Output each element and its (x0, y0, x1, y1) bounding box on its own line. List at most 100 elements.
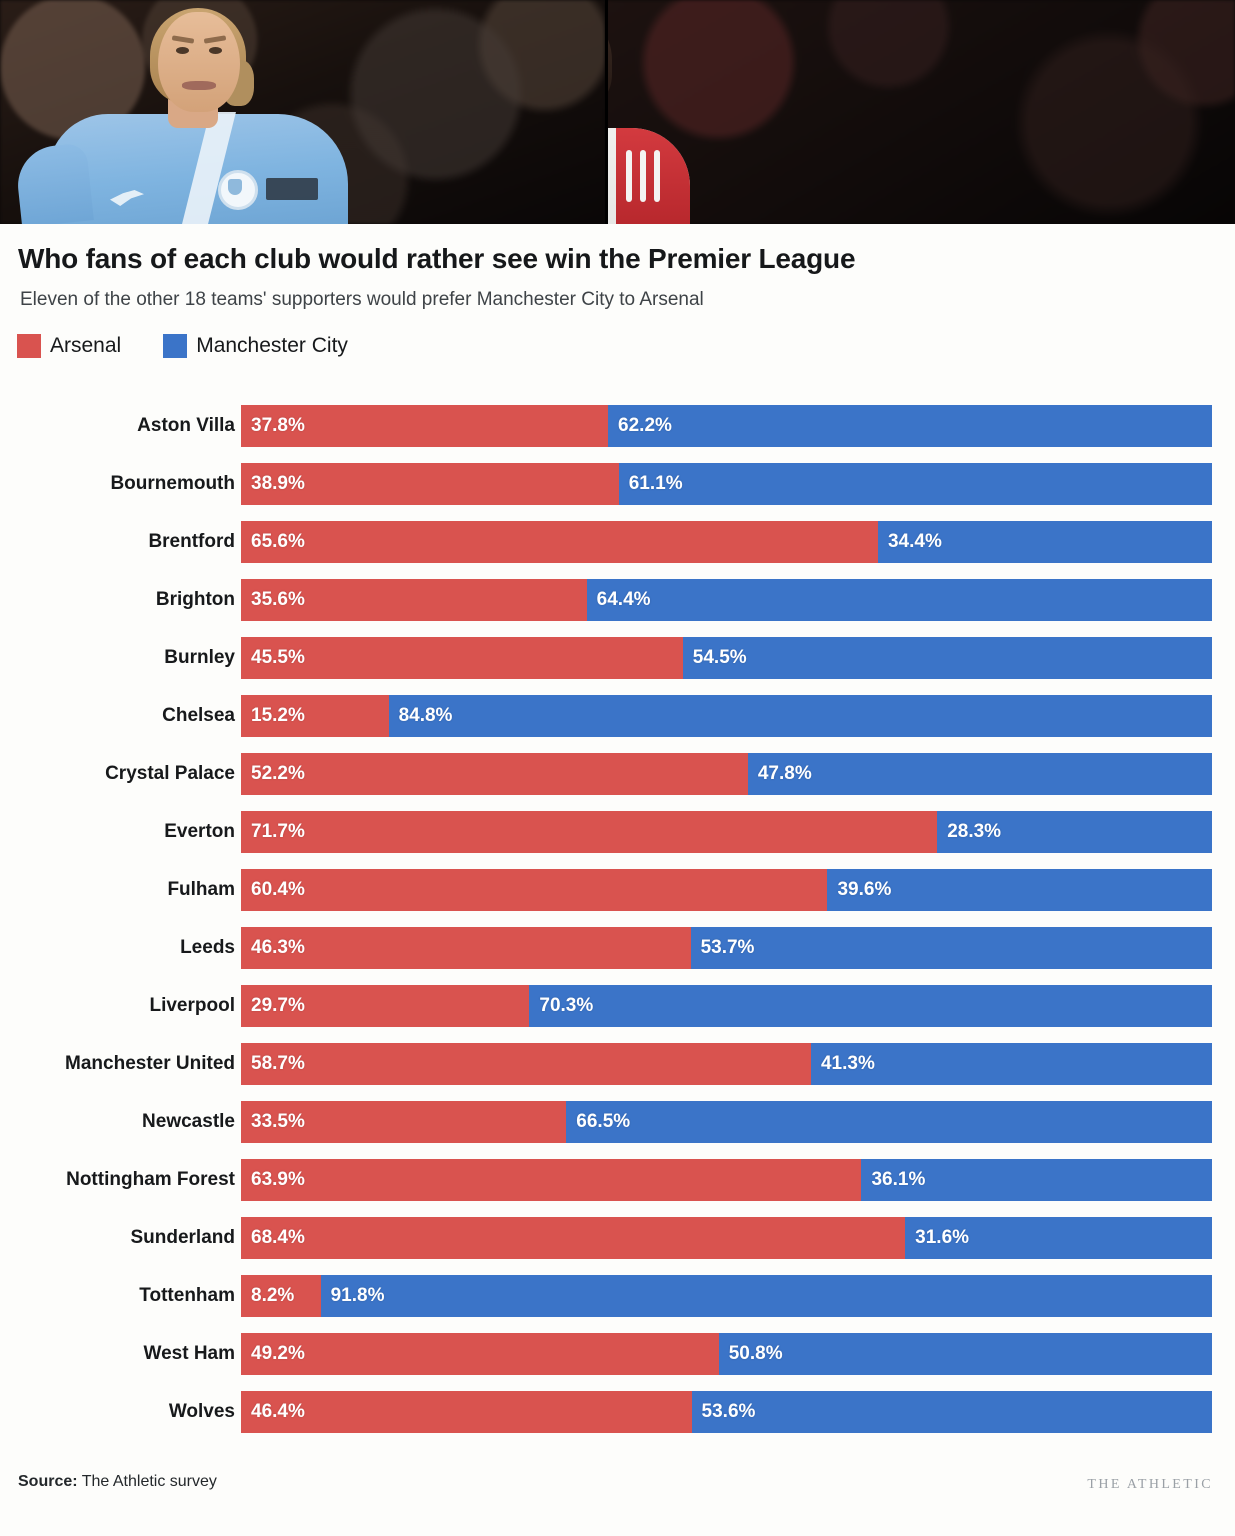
stacked-bar: 46.3% 53.7% (241, 927, 1212, 969)
source-prefix: Source: (18, 1473, 78, 1490)
stacked-bar: 71.7% 28.3% (241, 811, 1212, 853)
legend-item-manchester-city: Manchester City (163, 334, 348, 358)
row-category-label: Crystal Palace (105, 763, 235, 784)
stacked-bar: 58.7% 41.3% (241, 1043, 1212, 1085)
legend-item-arsenal: Arsenal (17, 334, 121, 358)
bar-segment-arsenal: 46.4% (241, 1391, 692, 1433)
row-category-label: Bournemouth (110, 473, 235, 494)
bar-value-label: 45.5% (251, 647, 305, 668)
bar-segment-manchester-city: 28.3% (937, 811, 1212, 853)
bar-segment-manchester-city: 84.8% (388, 695, 1212, 737)
stacked-bar: 37.8% 62.2% (241, 405, 1212, 447)
bar-value-label: 46.3% (251, 937, 305, 958)
bar-segment-arsenal: 33.5% (241, 1101, 567, 1143)
row-category-label: Brighton (155, 589, 235, 610)
row-category-label: Burnley (164, 647, 235, 668)
stacked-bar: 45.5% 54.5% (241, 637, 1212, 679)
chart-row: Fulham 60.4% 39.6% (0, 869, 1235, 927)
chart-row: Leeds 46.3% 53.7% (0, 927, 1235, 985)
bar-segment-arsenal: 45.5% (241, 637, 683, 679)
chart-row: Newcastle 33.5% 66.5% (0, 1101, 1235, 1159)
chart-row: Sunderland 68.4% 31.6% (0, 1217, 1235, 1275)
bar-value-label: 71.7% (251, 821, 305, 842)
chart-source: Source: The Athletic survey (18, 1473, 217, 1491)
crowd-background (605, 0, 1235, 224)
bar-segment-arsenal: 52.2% (241, 753, 748, 795)
bar-value-label: 38.9% (251, 473, 305, 494)
bar-value-label: 53.6% (701, 1401, 756, 1422)
legend-label-manchester-city: Manchester City (196, 334, 348, 357)
bar-value-label: 70.3% (539, 995, 594, 1016)
legend-swatch-icon-arsenal (17, 334, 41, 358)
row-category-label: Sunderland (130, 1227, 235, 1248)
bar-value-label: 60.4% (251, 879, 305, 900)
bar-value-label: 34.4% (887, 531, 942, 552)
chart-title: Who fans of each club would rather see w… (18, 243, 856, 274)
stacked-bar: 8.2% 91.8% (241, 1275, 1212, 1317)
bar-value-label: 8.2% (251, 1285, 295, 1306)
row-category-label: Aston Villa (137, 415, 235, 436)
chart-row: Bournemouth 38.9% 61.1% (0, 463, 1235, 521)
bar-value-label: 31.6% (915, 1227, 970, 1248)
bar-segment-arsenal: 60.4% (241, 869, 828, 911)
bar-segment-manchester-city: 54.5% (682, 637, 1212, 679)
player-eye-right (209, 47, 222, 54)
bar-segment-arsenal: 8.2% (241, 1275, 321, 1317)
bar-segment-arsenal: 58.7% (241, 1043, 811, 1085)
chart-row: Everton 71.7% 28.3% (0, 811, 1235, 869)
bar-segment-manchester-city: 53.6% (691, 1391, 1212, 1433)
arsenal-kit-stripe (626, 150, 632, 202)
bar-value-label: 50.8% (728, 1343, 783, 1364)
chart-row: Aston Villa 37.8% 62.2% (0, 405, 1235, 463)
bar-segment-arsenal: 37.8% (241, 405, 609, 447)
bar-value-label: 84.8% (398, 705, 453, 726)
chart-row: Chelsea 15.2% 84.8% (0, 695, 1235, 753)
row-category-label: Wolves (168, 1401, 235, 1422)
shirt-sponsor-block (266, 178, 318, 200)
photo-manchester-city-player (0, 0, 605, 224)
legend-label-arsenal: Arsenal (50, 334, 122, 357)
stacked-bar-chart: Aston Villa 37.8% 62.2% Bournemouth 38.9% 61.… (0, 405, 1235, 1449)
bar-value-label: 58.7% (251, 1053, 305, 1074)
chart-row: Brighton 35.6% 64.4% (0, 579, 1235, 637)
bar-value-label: 36.1% (871, 1169, 926, 1190)
bar-value-label: 54.5% (692, 647, 747, 668)
bar-value-label: 15.2% (251, 705, 305, 726)
bar-value-label: 66.5% (576, 1111, 631, 1132)
bar-segment-manchester-city: 66.5% (566, 1101, 1212, 1143)
bar-segment-arsenal: 38.9% (241, 463, 619, 505)
stacked-bar: 63.9% 36.1% (241, 1159, 1212, 1201)
bar-value-label: 64.4% (596, 589, 651, 610)
player-mouth (182, 81, 216, 90)
stacked-bar: 15.2% 84.8% (241, 695, 1212, 737)
photo-divider (605, 0, 608, 224)
stacked-bar: 49.2% 50.8% (241, 1333, 1212, 1375)
chart-row: Burnley 45.5% 54.5% (0, 637, 1235, 695)
bar-value-label: 46.4% (251, 1401, 305, 1422)
stacked-bar: 46.4% 53.6% (241, 1391, 1212, 1433)
bar-segment-arsenal: 65.6% (241, 521, 878, 563)
chart-subtitle: Eleven of the other 18 teams' supporters… (20, 289, 704, 310)
stacked-bar: 29.7% 70.3% (241, 985, 1212, 1027)
row-category-label: Manchester United (65, 1053, 235, 1074)
legend-swatch-icon-manchester-city (163, 334, 188, 358)
bar-segment-manchester-city: 61.1% (618, 463, 1212, 505)
stacked-bar: 33.5% 66.5% (241, 1101, 1212, 1143)
chart-row: Liverpool 29.7% 70.3% (0, 985, 1235, 1043)
chart-row: West Ham 49.2% 50.8% (0, 1333, 1235, 1391)
bar-segment-manchester-city: 50.8% (718, 1333, 1212, 1375)
bar-value-label: 65.6% (251, 531, 305, 552)
bar-segment-arsenal: 46.3% (241, 927, 691, 969)
bar-segment-manchester-city: 39.6% (827, 869, 1212, 911)
player-head (158, 12, 240, 112)
bar-segment-arsenal: 29.7% (241, 985, 530, 1027)
bar-segment-manchester-city: 91.8% (320, 1275, 1212, 1317)
bar-value-label: 68.4% (251, 1227, 305, 1248)
bar-segment-manchester-city: 41.3% (810, 1043, 1212, 1085)
source-text: The Athletic survey (77, 1473, 217, 1490)
bar-value-label: 49.2% (251, 1343, 305, 1364)
header-photo-band (0, 0, 1235, 224)
player-eye-left (176, 47, 189, 54)
stacked-bar: 68.4% 31.6% (241, 1217, 1212, 1259)
row-category-label: Brentford (148, 531, 235, 552)
